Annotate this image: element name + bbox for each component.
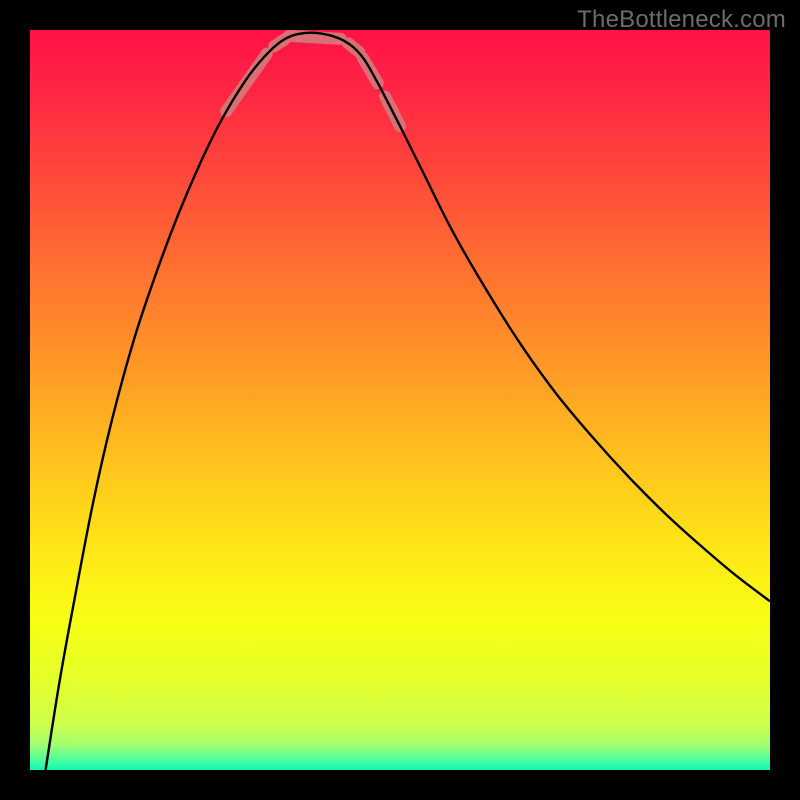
bottleneck-curve bbox=[46, 33, 770, 770]
plot-area bbox=[30, 30, 770, 770]
curve-layer bbox=[30, 30, 770, 770]
accent-segments bbox=[226, 36, 400, 126]
figure-frame: TheBottleneck.com bbox=[0, 0, 800, 800]
